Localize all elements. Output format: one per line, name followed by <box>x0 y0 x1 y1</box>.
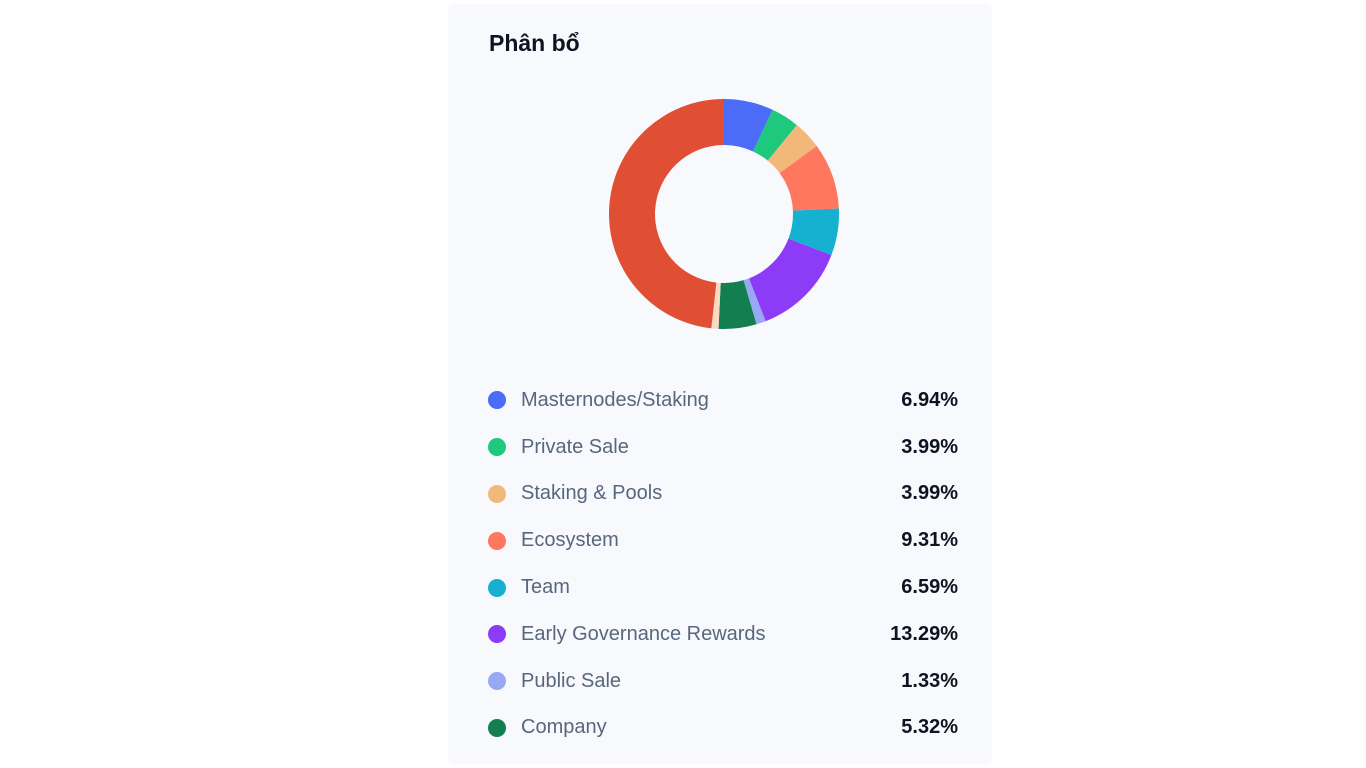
legend-item: Private Sale 3.99% <box>488 424 958 471</box>
legend-label: Staking & Pools <box>521 482 663 505</box>
legend-value: 6.94% <box>901 388 958 411</box>
chart-legend: Masternodes/Staking 6.94% Private Sale 3.99… <box>488 377 958 751</box>
legend-dot-icon <box>488 391 506 410</box>
unlabeled-segment[interactable] <box>609 99 724 329</box>
legend-dot-icon <box>488 484 506 503</box>
legend-value: 3.99% <box>901 435 958 458</box>
legend-dot-icon <box>488 438 506 457</box>
legend-label: Masternodes/Staking <box>521 388 709 411</box>
donut-chart <box>609 99 839 329</box>
legend-item: Public Sale 1.33% <box>488 658 958 705</box>
legend-value: 13.29% <box>890 622 958 645</box>
legend-item: Company 5.32% <box>488 705 958 752</box>
legend-label: Team <box>521 576 570 599</box>
legend-item: Team 6.59% <box>488 564 958 611</box>
card-title: Phân bổ <box>489 30 580 56</box>
legend-label: Private Sale <box>521 435 629 458</box>
legend-label: Ecosystem <box>521 529 619 552</box>
legend-item: Early Governance Rewards 13.29% <box>488 611 958 658</box>
legend-dot-icon <box>488 672 506 691</box>
public-sale-segment[interactable] <box>743 278 766 325</box>
legend-label: Company <box>521 716 607 739</box>
legend-label: Public Sale <box>521 669 622 692</box>
legend-value: 3.99% <box>901 482 958 505</box>
legend-label: Early Governance Rewards <box>521 622 766 645</box>
allocation-card: Phân bổ Masternodes/Staking 6.94% Private … <box>448 4 992 764</box>
legend-value: 1.33% <box>901 669 958 692</box>
legend-dot-icon <box>488 578 506 597</box>
early-governance-rewards-segment[interactable] <box>748 238 832 322</box>
legend-item: Masternodes/Staking 6.94% <box>488 377 958 424</box>
company-segment[interactable] <box>718 280 757 329</box>
ecosystem-segment[interactable] <box>779 145 839 211</box>
legend-value: 9.31% <box>901 529 958 552</box>
staking-pools-segment[interactable] <box>767 125 817 174</box>
masternodes-staking-segment[interactable] <box>724 99 773 152</box>
unlabeled-segment[interactable] <box>711 282 721 329</box>
legend-dot-icon <box>488 625 506 644</box>
legend-dot-icon <box>488 531 506 550</box>
team-segment[interactable] <box>788 208 839 256</box>
legend-dot-icon <box>488 718 506 737</box>
legend-item: Staking & Pools 3.99% <box>488 471 958 518</box>
legend-item: Ecosystem 9.31% <box>488 517 958 564</box>
legend-value: 6.59% <box>901 576 958 599</box>
legend-value: 5.32% <box>901 716 958 739</box>
private-sale-segment[interactable] <box>753 109 797 161</box>
